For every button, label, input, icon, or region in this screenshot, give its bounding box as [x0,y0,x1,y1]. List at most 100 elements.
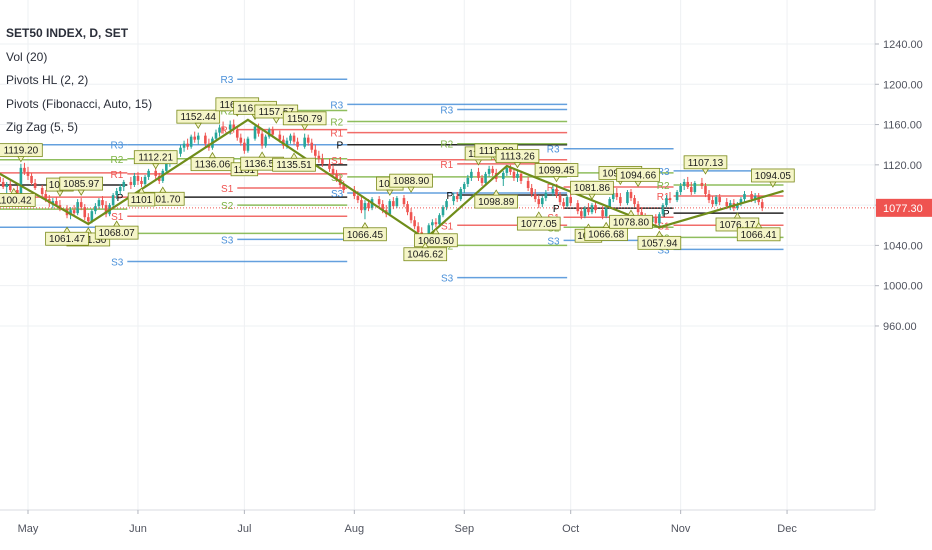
candle-body [342,184,345,191]
pivot-value-text: 1136.56 [244,159,280,170]
candle-body [427,225,431,236]
time-tick-label: Dec [777,523,797,535]
candle-body [246,138,250,151]
pivot-value-label: 1112.21 [133,150,178,170]
pivot-label-r3: R3 [547,145,560,156]
pivot-value-pointer [655,230,664,237]
pivot-label-r3: R3 [657,167,670,178]
candle-body [292,135,296,142]
pivot-value-pointer [421,241,429,249]
pivot-label-s2: S2 [221,201,234,212]
candle-body [221,127,225,130]
indicator-pivots-fib[interactable]: Pivots (Fibonacci, Auto, 15) [6,96,153,111]
candle-body [459,189,463,200]
pivot-value-label: 1088.90 [389,173,433,193]
candle-body [452,196,455,202]
candle-body [257,126,260,134]
pivot-value-text: 1060.50 [418,236,455,247]
time-tick-label: Jun [129,523,147,535]
candle-body [505,167,509,173]
candle-body [239,137,243,143]
symbol-title[interactable]: SET50 INDEX, D, SET [6,26,129,40]
pivot-value-labels: 1119.201100.4210841085.971061.301061.471… [0,97,795,262]
pivot-label-p: P [117,193,124,204]
candle-body [619,197,622,204]
pivot-label-r3: R3 [330,100,343,111]
candle-body [395,198,399,207]
pivot-value-pointer [290,152,298,159]
pivot-value-pointer [300,124,309,131]
candle-body [228,124,232,130]
candle-body [402,198,406,205]
candle-body [129,181,133,185]
pivot-value-text: 1150.79 [287,114,323,125]
pivot-label-r3: R3 [220,75,233,86]
candle-body [445,201,448,208]
time-tick-label: Sep [454,523,474,535]
candle-body [76,202,79,214]
pivot-label-p: P [663,209,670,220]
pivot-value-pointer [754,222,763,229]
pivot-value-pointer [474,159,483,166]
indicator-pivots-hl[interactable]: Pivots HL (2, 2) [6,73,89,87]
pivot-value-pointer [432,227,440,235]
candle-body [569,197,572,204]
indicator-vol[interactable]: Vol (20) [6,49,48,64]
time-tick-label: Nov [671,523,691,535]
price-tick-label: 1160.00 [883,120,922,132]
pivot-label-r2: R2 [440,140,453,151]
candle-body [736,204,739,209]
pivot-label-r3: R3 [440,105,453,116]
candle-body [668,198,672,201]
pivot-value-text: 1100.42 [0,196,32,207]
pivot-value-text: 1135.51 [276,160,312,171]
candle-body [115,191,118,196]
candle-body [470,171,473,178]
price-tick-label: 1000.00 [883,281,923,293]
candle-body [133,175,136,185]
pivot-value-text: 1078.80 [613,217,650,228]
candle-body [725,202,729,207]
candle-body [26,171,30,176]
candle-body [438,215,441,225]
candle-body [462,183,466,190]
pivot-value-label: 1068.07 [94,220,139,240]
candle-body [512,171,516,178]
candle-body [303,137,306,147]
candle-body [537,199,541,205]
candle-body [232,124,236,130]
pivot-label-r2: R2 [220,106,233,117]
time-tick-label: Aug [345,523,365,535]
pivot-value-pointer [208,151,217,159]
candle-body [487,168,491,174]
candle-body [296,141,299,147]
pivot-value-text: 1081.86 [574,183,611,194]
candle-body [377,199,381,205]
candle-body [94,206,97,212]
candle-body [409,212,413,221]
candle-body [83,207,87,218]
pivot-value-pointer [602,221,610,228]
price-tick-label: 1200.00 [883,79,923,91]
pivot-label-p: P [337,141,344,152]
pivot-value-text: 1098.89 [478,197,515,208]
pivot-value-text: 1099.45 [538,166,575,177]
candle-body [413,220,416,227]
pivot-value-pointer [769,181,777,188]
candle-body [654,217,658,224]
pivot-value-text: 1046.62 [407,250,444,261]
candle-body [140,180,143,184]
candle-body [491,168,494,173]
pivot-value-label: 1107.13 [683,155,728,175]
candle-body [551,189,555,194]
pivot-value-label: 1066.45 [343,221,387,242]
pivot-value-pointer [513,162,522,169]
indicator-zigzag[interactable]: Zig Zag (5, 5) [6,120,79,134]
candle-body [204,135,207,144]
pivot-value-text: 1076.17 [719,220,756,231]
pivot-value-pointer [112,220,121,227]
pivot-value-pointer [17,156,25,163]
candle-body [541,198,544,205]
